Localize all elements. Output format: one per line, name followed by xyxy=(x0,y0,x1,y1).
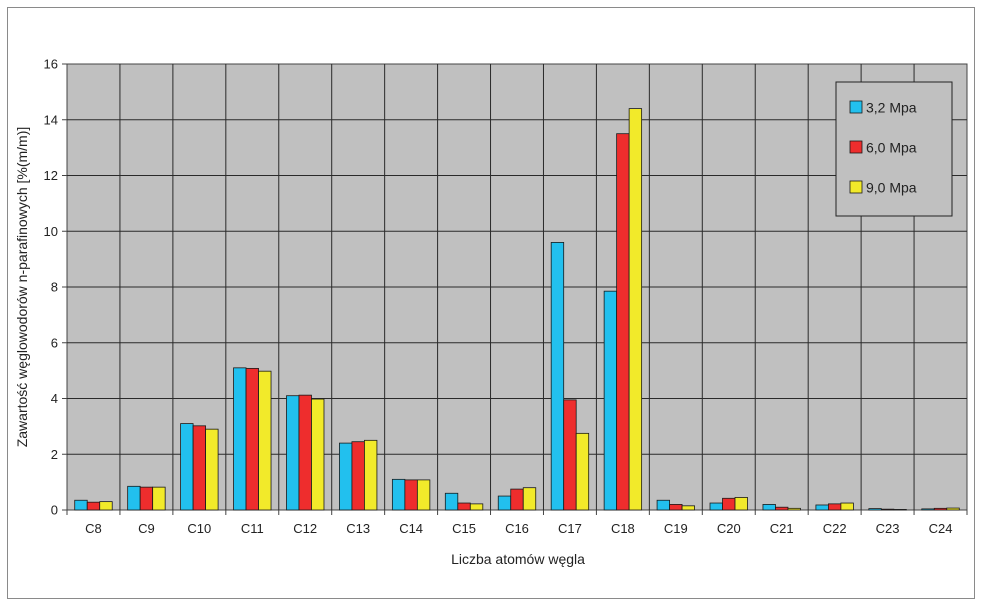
bar-c22-series-2 xyxy=(827,503,842,511)
x-tick-label: C10 xyxy=(187,521,211,536)
bar-c21-series-3 xyxy=(787,507,801,511)
legend: 3,2 Mpa 6,0 Mpa 9,0 Mpa xyxy=(835,81,953,217)
bar-c11-series-1 xyxy=(233,367,247,511)
bar-c20-series-3 xyxy=(734,497,748,511)
y-axis-label: Zawartość węglowodorów n-parafinowych [%… xyxy=(14,127,30,448)
y-tick-label: 14 xyxy=(44,112,58,127)
bar-c14-series-3 xyxy=(416,479,431,511)
bar-c23-series-3 xyxy=(893,509,907,511)
bar-c13-series-1 xyxy=(339,442,353,511)
bar-c9-series-2 xyxy=(139,486,154,511)
bar-c11-series-2 xyxy=(245,367,259,511)
bar-c18-series-2 xyxy=(616,133,630,511)
bar-c8-series-1 xyxy=(74,499,88,511)
bar-c17-series-3 xyxy=(575,432,590,511)
bars xyxy=(74,108,960,511)
x-tick-label: C24 xyxy=(929,521,953,536)
bar-c17-series-1 xyxy=(550,241,565,511)
bar-c22-series-3 xyxy=(840,502,854,511)
bar-c10-series-3 xyxy=(205,428,219,511)
bar-c19-series-3 xyxy=(681,505,695,511)
x-tick-label: C22 xyxy=(823,521,847,536)
bar-c16-series-2 xyxy=(510,488,524,511)
bar-c20-series-1 xyxy=(709,502,723,511)
bar-c11-series-3 xyxy=(258,370,272,511)
bar-c13-series-3 xyxy=(364,439,378,511)
bar-c23-series-2 xyxy=(880,508,895,511)
bar-c15-series-1 xyxy=(444,492,459,511)
grid-lines xyxy=(67,64,967,510)
bar-c17-series-2 xyxy=(563,399,577,511)
bar-c12-series-2 xyxy=(298,394,312,511)
y-tick-label: 6 xyxy=(51,335,58,350)
legend-swatch-3 xyxy=(849,180,863,194)
y-tick-label: 8 xyxy=(51,280,58,295)
y-axis-ticks: 0 2 4 6 8 10 12 14 16 xyxy=(44,57,67,518)
bar-c16-series-3 xyxy=(522,487,537,511)
bar-c21-series-2 xyxy=(775,506,789,511)
bar-c8-series-2 xyxy=(86,501,101,511)
legend-swatch-1 xyxy=(849,100,863,114)
bar-c20-series-2 xyxy=(722,497,736,511)
y-tick-label: 16 xyxy=(44,57,58,72)
y-tick-label: 0 xyxy=(51,503,58,518)
x-axis-label: Liczba atomów węgla xyxy=(451,551,585,567)
x-tick-label: C16 xyxy=(505,521,529,536)
legend-label-3: 9,0 Mpa xyxy=(866,180,917,196)
y-tick-label: 10 xyxy=(44,224,58,239)
bar-c9-series-1 xyxy=(127,485,141,511)
bar-c21-series-1 xyxy=(762,504,776,511)
x-tick-label: C20 xyxy=(717,521,741,536)
x-tick-label: C19 xyxy=(664,521,688,536)
bar-c12-series-1 xyxy=(286,395,300,511)
bar-c10-series-2 xyxy=(192,425,207,511)
bar-c19-series-1 xyxy=(656,499,670,511)
x-tick-label: C15 xyxy=(452,521,476,536)
y-tick-label: 2 xyxy=(51,447,58,462)
x-tick-label: C12 xyxy=(293,521,317,536)
bar-c22-series-1 xyxy=(815,504,829,511)
bar-c12-series-3 xyxy=(311,398,325,511)
x-tick-label: C23 xyxy=(876,521,900,536)
bar-c8-series-3 xyxy=(99,501,113,511)
x-tick-label: C14 xyxy=(399,521,423,536)
legend-label-2: 6,0 Mpa xyxy=(866,140,917,156)
x-tick-label: C17 xyxy=(558,521,582,536)
bar-c15-series-2 xyxy=(457,502,471,511)
legend-label-1: 3,2 Mpa xyxy=(866,100,917,116)
bar-c14-series-2 xyxy=(404,479,418,511)
x-tick-label: C21 xyxy=(770,521,794,536)
bar-c19-series-2 xyxy=(669,504,683,511)
x-axis-ticks: C8 C9 C10 C11 C12 C13 C14 C15 C16 C17 C18 C19 C20 C21… xyxy=(66,510,968,536)
bar-c13-series-2 xyxy=(351,441,365,511)
bar-c24-series-2 xyxy=(933,507,948,511)
bar-c15-series-3 xyxy=(469,503,484,511)
legend-swatch-2 xyxy=(849,140,863,154)
y-tick-label: 4 xyxy=(51,391,58,406)
bar-c24-series-1 xyxy=(921,508,935,511)
bar-c23-series-1 xyxy=(868,508,882,511)
x-tick-label: C11 xyxy=(241,521,264,536)
chart-frame: 0 2 4 6 8 10 12 14 16 C8 C9 C10 C11 C12 C13 C14 C15 C16 C… xyxy=(7,7,975,599)
x-tick-label: C18 xyxy=(611,521,635,536)
bar-c16-series-1 xyxy=(497,495,512,511)
x-tick-label: C8 xyxy=(85,521,102,536)
y-tick-label: 12 xyxy=(44,168,58,183)
x-tick-label: C13 xyxy=(346,521,370,536)
bar-c18-series-1 xyxy=(603,290,618,511)
bar-c9-series-3 xyxy=(152,486,166,511)
bar-c24-series-3 xyxy=(946,507,960,511)
bar-c10-series-1 xyxy=(180,423,194,511)
bar-c14-series-1 xyxy=(391,478,406,511)
x-tick-label: C9 xyxy=(138,521,155,536)
bar-c18-series-3 xyxy=(628,108,643,511)
